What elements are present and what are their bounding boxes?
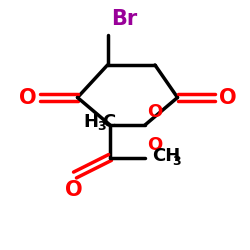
Text: O: O: [148, 136, 163, 154]
Text: 3: 3: [97, 120, 106, 134]
Text: O: O: [219, 88, 236, 108]
Text: 3: 3: [172, 155, 180, 168]
Text: H: H: [83, 113, 98, 131]
Text: O: O: [65, 180, 82, 200]
Text: C: C: [102, 113, 115, 131]
Text: Br: Br: [111, 9, 138, 29]
Text: O: O: [18, 88, 36, 108]
Text: O: O: [148, 103, 163, 121]
Text: CH: CH: [152, 147, 181, 165]
